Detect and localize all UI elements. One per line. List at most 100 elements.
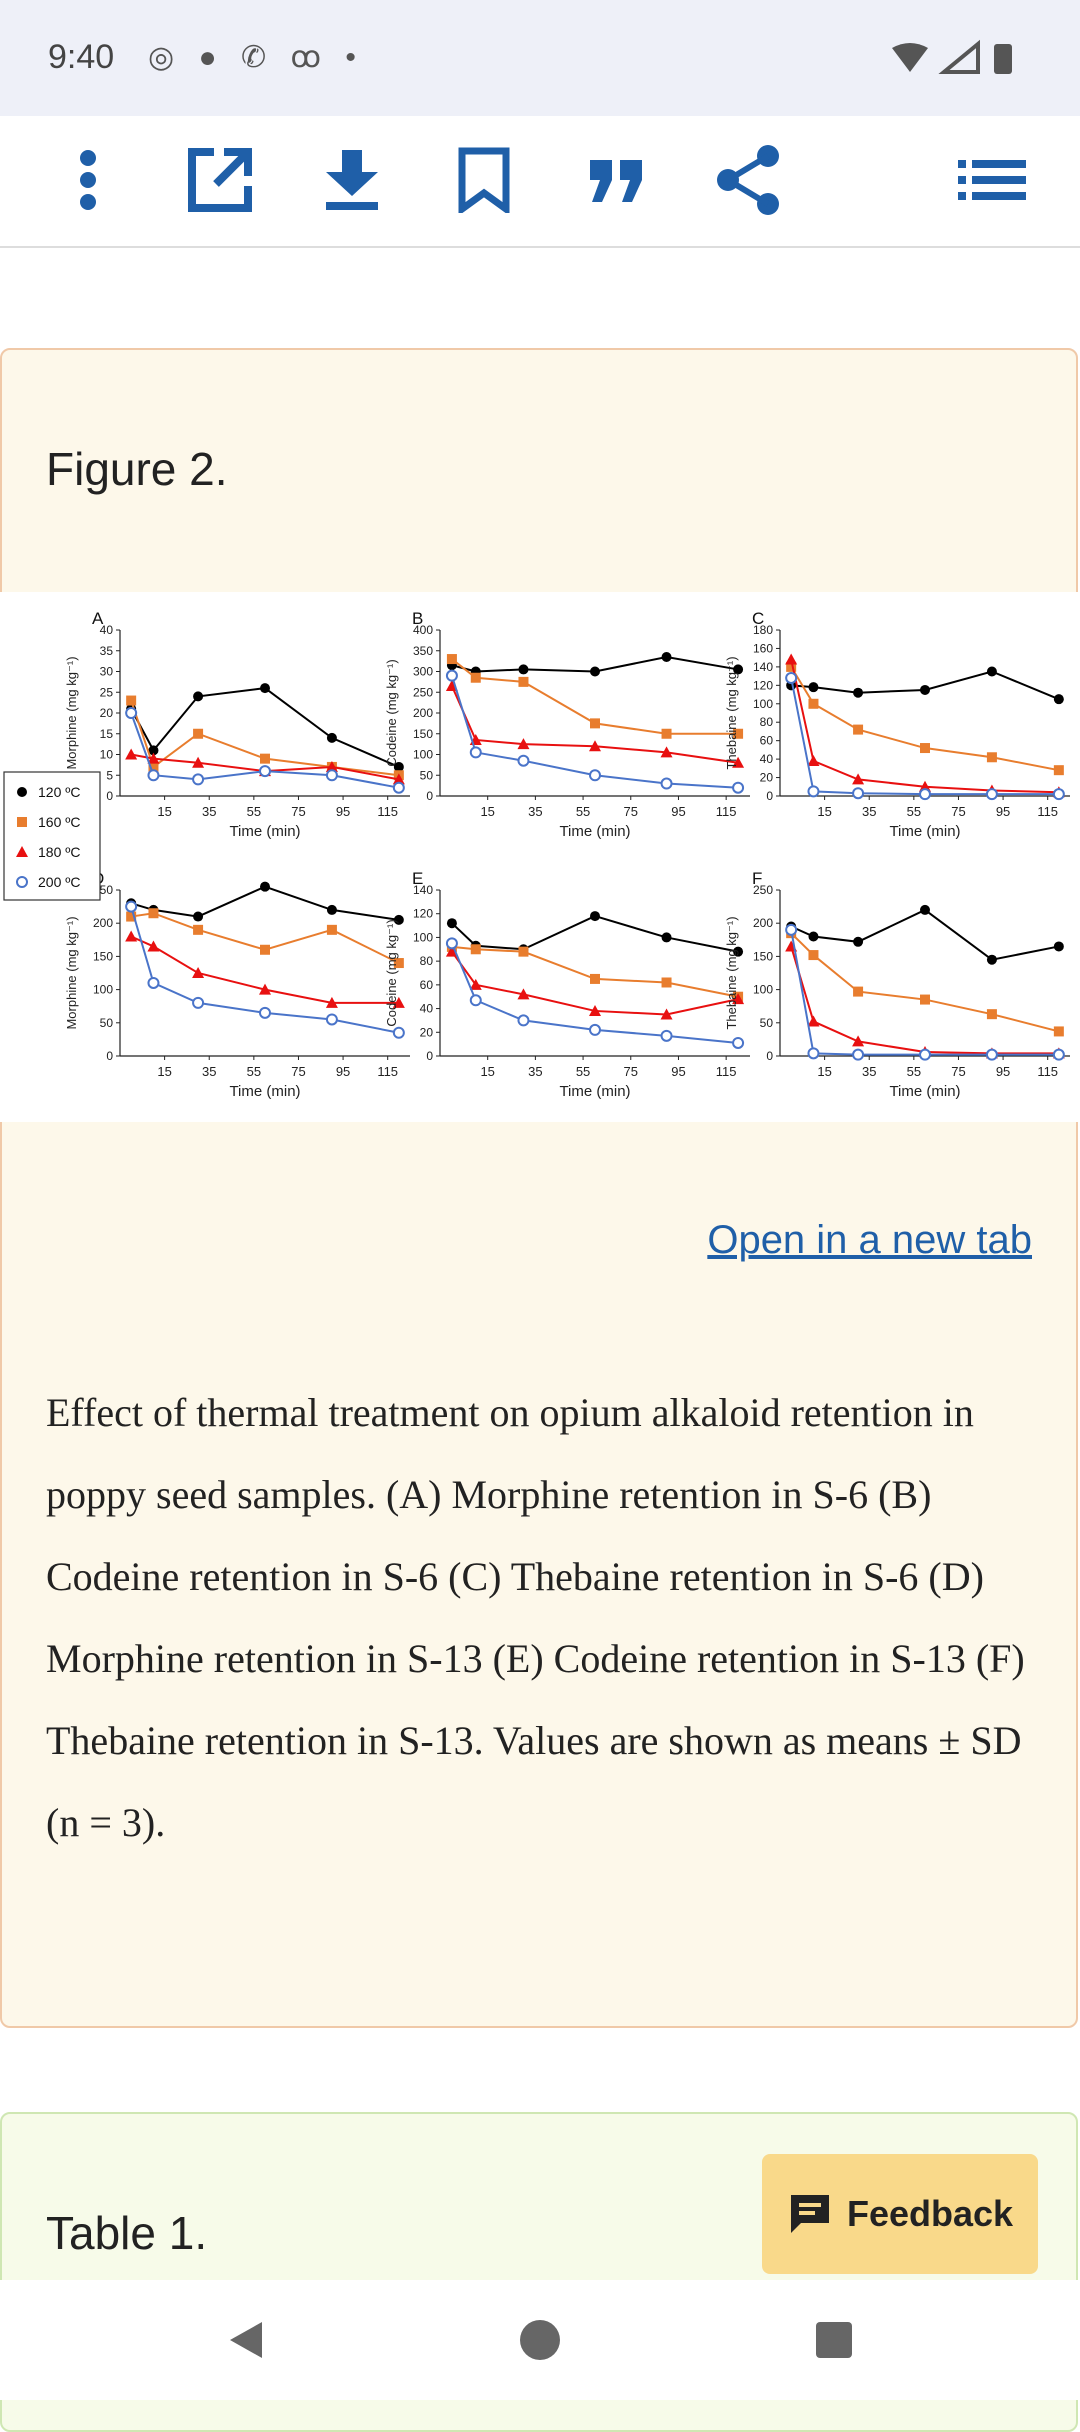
download-icon[interactable] <box>316 144 388 216</box>
data-point <box>732 756 745 768</box>
series-line <box>450 675 739 789</box>
legend-label: 180 ºC <box>38 844 80 860</box>
x-tick-label: 115 <box>377 1064 398 1079</box>
data-point <box>853 986 864 997</box>
x-tick-label: 55 <box>907 1064 921 1079</box>
y-tick-label: 250 <box>753 883 773 897</box>
x-axis-label: Time (min) <box>229 823 300 840</box>
series-line <box>130 906 400 1034</box>
series-line <box>790 659 1059 794</box>
y-tick-label: 80 <box>420 954 434 968</box>
legend-marker <box>17 787 27 797</box>
y-tick-label: 40 <box>760 752 774 766</box>
signal-icon <box>938 39 980 74</box>
x-tick-label: 75 <box>624 1064 638 1079</box>
data-point <box>147 752 160 764</box>
series-line <box>130 753 400 781</box>
y-axis-label: Morphine (mg kg⁻¹) <box>64 916 79 1029</box>
series-line <box>130 700 399 777</box>
data-point <box>808 931 819 942</box>
y-tick-label: 200 <box>753 916 773 930</box>
y-tick-label: 180 <box>753 623 773 637</box>
table-title: Table 1. <box>46 2207 208 2259</box>
figure-title: Figure 2. <box>46 443 228 495</box>
y-tick-label: 100 <box>413 930 433 944</box>
x-tick-label: 55 <box>907 804 921 819</box>
data-point <box>469 746 482 759</box>
x-axis-label: Time (min) <box>229 1083 300 1100</box>
y-tick-label: 350 <box>413 644 433 658</box>
y-tick-label: 250 <box>413 685 433 699</box>
x-tick-label: 55 <box>576 1064 590 1079</box>
y-tick-label: 50 <box>420 768 434 782</box>
data-point <box>192 967 205 978</box>
y-tick-label: 30 <box>100 665 114 679</box>
x-tick-label: 35 <box>528 1064 542 1079</box>
y-tick-label: 150 <box>753 949 773 963</box>
list-icon[interactable] <box>956 144 1028 216</box>
quote-icon[interactable] <box>580 144 652 216</box>
y-tick-label: 20 <box>420 1025 434 1039</box>
data-point <box>446 654 457 665</box>
share-icon[interactable] <box>712 144 784 216</box>
data-point <box>986 752 997 763</box>
more-icon[interactable] <box>52 144 124 216</box>
feedback-button[interactable]: Feedback <box>762 2154 1038 2274</box>
data-point <box>590 973 600 984</box>
data-point <box>919 1048 931 1061</box>
data-point <box>325 769 338 782</box>
y-tick-label: 35 <box>100 644 114 658</box>
open-external-icon[interactable] <box>184 144 256 216</box>
series-line <box>451 942 739 1044</box>
data-point <box>786 661 797 672</box>
data-point <box>325 760 338 772</box>
x-tick-label: 35 <box>862 804 876 819</box>
data-point <box>469 994 482 1007</box>
data-point <box>986 666 997 677</box>
whatsapp-icon: ◎ <box>148 41 183 74</box>
recents-icon[interactable] <box>804 2310 864 2370</box>
feedback-icon <box>790 2195 829 2233</box>
x-axis-label: Time (min) <box>559 1083 630 1100</box>
feedback-label: Feedback <box>846 2193 1014 2234</box>
y-axis-label: Codeine (mg kg⁻¹) <box>384 659 399 766</box>
data-point <box>661 932 672 943</box>
panel-label: C <box>752 609 764 628</box>
y-tick-label: 20 <box>100 706 114 720</box>
x-tick-label: 55 <box>576 804 590 819</box>
data-point <box>808 698 819 709</box>
data-point <box>661 728 672 739</box>
open-in-new-tab-link[interactable]: Open in a new tab <box>707 1218 1032 1262</box>
data-point <box>126 695 137 706</box>
data-point <box>260 881 270 892</box>
x-tick-label: 15 <box>480 1064 494 1079</box>
data-point <box>1053 765 1064 776</box>
data-point <box>445 945 458 957</box>
data-point <box>517 754 530 767</box>
bookmark-icon[interactable] <box>448 144 520 216</box>
data-point <box>392 773 405 785</box>
y-tick-label: 150 <box>413 727 433 741</box>
data-point <box>590 911 600 922</box>
voicemail-icon: ꝏ <box>290 41 330 74</box>
data-point <box>517 988 530 1000</box>
y-axis-label: Thebaine (mg kg⁻¹) <box>724 656 739 769</box>
y-axis-label: Morphine (mg kg⁻¹) <box>64 656 79 769</box>
data-point <box>807 1015 820 1027</box>
home-icon[interactable] <box>510 2310 570 2370</box>
y-tick-label: 140 <box>413 883 433 897</box>
data-point <box>392 996 405 1008</box>
data-point <box>125 748 138 760</box>
y-tick-label: 50 <box>100 1016 114 1030</box>
y-tick-label: 80 <box>760 715 774 729</box>
x-tick-label: 115 <box>1037 804 1058 819</box>
data-point <box>660 746 673 758</box>
back-icon[interactable] <box>216 2310 276 2370</box>
y-tick-label: 40 <box>100 623 114 637</box>
y-tick-label: 140 <box>753 660 773 674</box>
x-tick-label: 15 <box>157 1064 171 1079</box>
figure-image[interactable]: A 0 5 10 15 20 25 30 35 40 15 35 55 75 95 115 Time (min)… <box>0 592 1080 1122</box>
panel-label: F <box>752 869 762 888</box>
series-line <box>130 687 400 768</box>
data-point <box>148 745 159 756</box>
